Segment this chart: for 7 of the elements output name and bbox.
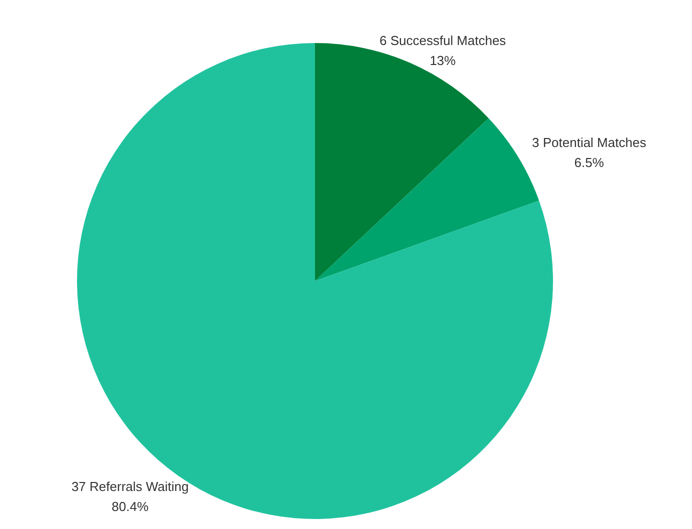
pie-slice <box>315 118 540 281</box>
slice-label: 37 Referrals Waiting <box>71 479 189 494</box>
data-label: 13% <box>430 53 456 68</box>
slice-label: 6 Successful Matches <box>380 33 506 48</box>
slice-label: 3 Potential Matches <box>532 134 647 150</box>
data-label: 6.5% <box>574 154 604 170</box>
data-label: 80.4% <box>112 499 149 514</box>
